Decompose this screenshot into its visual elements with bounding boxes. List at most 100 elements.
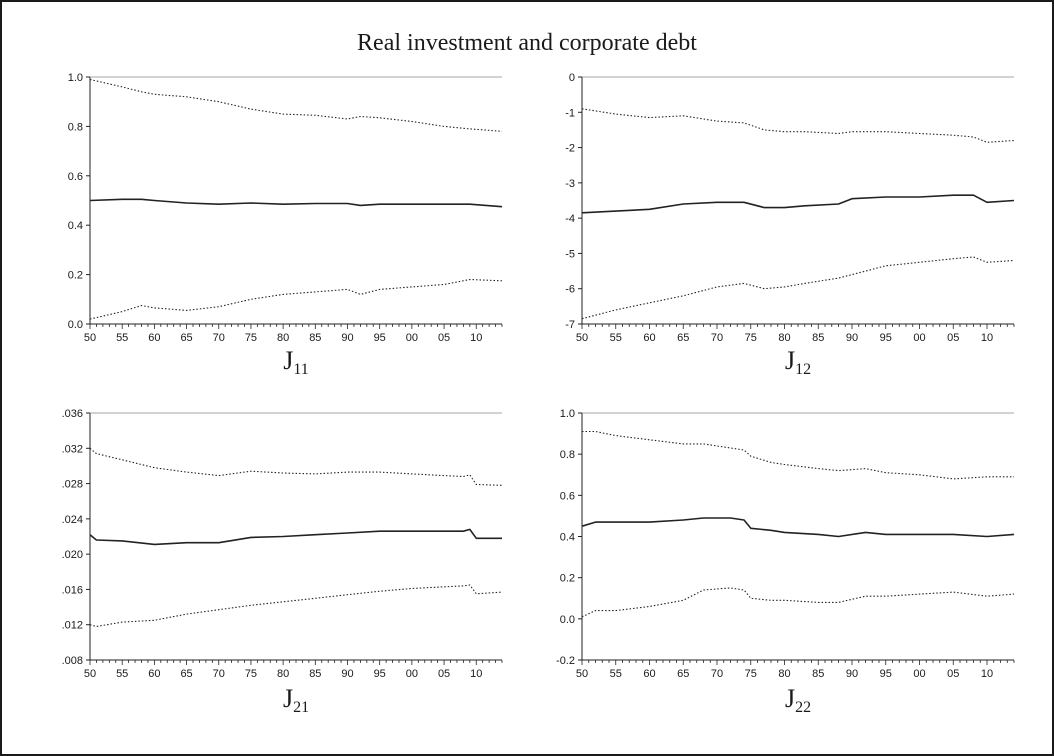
x-tick-label: 60 (148, 332, 160, 344)
x-tick-label: 85 (812, 332, 824, 344)
x-tick-label: 65 (180, 332, 192, 344)
x-tick-label: 10 (981, 332, 993, 344)
x-tick-label: 90 (846, 668, 858, 680)
x-tick-label: 05 (947, 332, 959, 344)
x-tick-label: 85 (812, 668, 824, 680)
y-tick-label: .020 (62, 549, 83, 561)
x-tick-label: 70 (711, 332, 723, 344)
panel-j21: .008 .012 .016 .020 .024 .028 .032 .036 50 55 60 65… (62, 408, 503, 716)
x-tick-label: 80 (778, 332, 790, 344)
series-band-1 (582, 430, 1014, 480)
y-tick-label: 0.4 (560, 532, 575, 544)
x-tick-label: 00 (913, 332, 925, 344)
y-tick-label: 1.0 (560, 408, 575, 420)
y-tick-label: .016 (62, 584, 83, 596)
series-band-1 (581, 108, 1015, 143)
panel-label-letter: J (283, 346, 293, 375)
x-tick-label: 60 (643, 668, 655, 680)
series-band-2 (89, 584, 503, 628)
y-tick-label: 0.8 (68, 121, 83, 133)
x-tick-label: 50 (576, 668, 588, 680)
x-tick-label: 85 (309, 332, 321, 344)
x-tick-label: 50 (84, 332, 96, 344)
series-band-2 (89, 278, 503, 320)
x-tick-label: 90 (846, 332, 858, 344)
x-tick-label: 70 (711, 668, 723, 680)
panel-j22: -0.2 0.0 0.2 0.4 0.6 0.8 1.0 50 55 60 65 70 75 80 85 90… (556, 408, 1015, 716)
y-tick-label: .012 (62, 620, 83, 632)
x-tick-label: 75 (745, 668, 757, 680)
y-tick-label: -3 (565, 178, 575, 190)
x-tick-label: 75 (245, 332, 257, 344)
panel-label-subscript: 21 (293, 699, 309, 716)
panel-label: J12 (785, 346, 811, 378)
x-tick-label: 05 (947, 668, 959, 680)
x-tick-label: 75 (245, 668, 257, 680)
y-tick-label: -0.2 (556, 655, 575, 667)
panel-label-subscript: 22 (795, 699, 811, 716)
y-tick-label: .024 (62, 514, 83, 526)
y-tick-label: -4 (565, 213, 575, 225)
x-tick-label: 60 (148, 668, 160, 680)
y-tick-label: -7 (565, 319, 575, 331)
y-tick-label: 0.0 (68, 319, 83, 331)
panel-j11: 0.0 0.2 0.4 0.6 0.8 1.0 50 55 60 65 70 75 80 85 90 95 00… (68, 72, 503, 378)
panel-label-letter: J (785, 684, 795, 713)
x-tick-label: 95 (880, 668, 892, 680)
series-estimate (581, 194, 1015, 214)
x-tick-label: 10 (470, 332, 482, 344)
x-tick-label: 50 (84, 668, 96, 680)
panel-label: J22 (785, 684, 811, 716)
x-tick-label: 10 (470, 668, 482, 680)
x-tick-label: 00 (406, 332, 418, 344)
y-tick-label: 0.8 (560, 449, 575, 461)
x-tick-label: 70 (213, 668, 225, 680)
series-estimate (89, 198, 503, 208)
y-tick-label: .032 (62, 443, 83, 455)
x-tick-label: 95 (374, 332, 386, 344)
series-band-2 (581, 587, 1015, 618)
panel-label-letter: J (283, 684, 293, 713)
panel-label-subscript: 12 (795, 361, 811, 378)
x-tick-label: 95 (880, 332, 892, 344)
y-tick-label: 0.2 (560, 573, 575, 585)
y-tick-label: -1 (565, 107, 575, 119)
x-tick-label: 55 (116, 332, 128, 344)
x-tick-label: 55 (116, 668, 128, 680)
y-tick-label: 1.0 (68, 72, 83, 84)
series-band-1 (89, 447, 503, 486)
x-tick-label: 65 (180, 668, 192, 680)
x-tick-label: 50 (576, 332, 588, 344)
x-tick-label: 55 (610, 332, 622, 344)
x-tick-label: 70 (213, 332, 225, 344)
y-tick-label: 0.6 (68, 171, 83, 183)
x-tick-label: 90 (341, 668, 353, 680)
y-tick-label: 0.0 (560, 614, 575, 626)
panel-j12: -7 -6 -5 -4 -3 -2 -1 0 50 55 60 65 70 75 80 85 90 95 00 05 1… (565, 72, 1015, 378)
x-tick-label: 80 (778, 668, 790, 680)
x-tick-label: 95 (374, 668, 386, 680)
x-tick-label: 90 (341, 332, 353, 344)
x-tick-label: 60 (643, 332, 655, 344)
y-tick-label: -5 (565, 248, 575, 260)
panel-label-subscript: 11 (293, 361, 308, 378)
y-tick-label: -6 (565, 284, 575, 296)
panel-label: J21 (283, 684, 309, 716)
y-tick-label: 0.4 (68, 220, 83, 232)
x-tick-label: 55 (610, 668, 622, 680)
series-band-2 (581, 256, 1015, 320)
x-tick-label: 10 (981, 668, 993, 680)
y-tick-label: .008 (62, 655, 83, 667)
y-tick-label: -2 (565, 143, 575, 155)
series-estimate (581, 517, 1015, 538)
y-tick-label: 0 (569, 72, 575, 84)
x-tick-label: 00 (913, 668, 925, 680)
y-tick-label: .036 (62, 408, 83, 420)
x-tick-label: 65 (677, 668, 689, 680)
y-tick-label: .028 (62, 479, 83, 491)
panel-label-letter: J (785, 346, 795, 375)
x-tick-label: 75 (745, 332, 757, 344)
y-tick-label: 0.2 (68, 270, 83, 282)
